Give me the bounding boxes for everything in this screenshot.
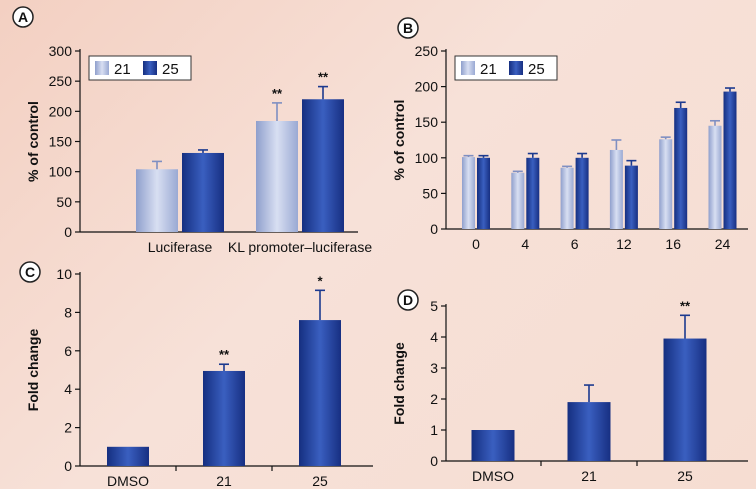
y-tick-label: 2 — [430, 391, 438, 407]
bar — [708, 125, 722, 229]
bar — [674, 107, 688, 229]
x-tick-label: 21 — [581, 468, 597, 484]
y-tick-label: 250 — [49, 73, 73, 89]
y-tick-label: 6 — [64, 343, 72, 359]
y-axis-label: % of control — [25, 101, 41, 182]
y-tick-label: 0 — [64, 224, 72, 240]
y-tick-label: 3 — [430, 360, 438, 376]
x-tick-label: 25 — [677, 468, 693, 484]
x-tick-label: 6 — [571, 236, 579, 252]
bar — [663, 338, 707, 461]
bar — [560, 167, 574, 229]
y-tick-label: 200 — [49, 103, 73, 119]
x-tick-label: DMSO — [472, 468, 514, 484]
significance-mark: ** — [219, 347, 230, 362]
y-tick-label: 100 — [49, 164, 73, 180]
y-tick-label: 0 — [430, 221, 438, 237]
bar — [659, 139, 673, 229]
bar — [609, 149, 623, 229]
bar — [203, 370, 245, 466]
y-tick-label: 1 — [430, 422, 438, 438]
y-tick-label: 0 — [430, 453, 438, 469]
x-tick-label: 4 — [521, 236, 529, 252]
y-axis-label: Fold change — [25, 329, 41, 412]
panel-badge-circle — [397, 289, 419, 311]
bar — [567, 402, 611, 461]
y-tick-label: 150 — [49, 134, 73, 150]
x-tick-label: Luciferase — [148, 239, 213, 255]
y-tick-label: 300 — [49, 43, 73, 59]
bar — [624, 165, 638, 229]
panel-badge-circle — [397, 17, 419, 39]
panel-badge-circle — [12, 6, 34, 28]
y-tick-label: 100 — [415, 150, 439, 166]
y-tick-label: 250 — [415, 43, 439, 59]
y-tick-label: 50 — [56, 194, 72, 210]
significance-mark: ** — [272, 86, 283, 101]
x-tick-label: 21 — [216, 473, 232, 489]
y-tick-label: 200 — [415, 79, 439, 95]
x-tick-label: KL promoter–luciferase — [228, 239, 372, 255]
panel-c-chart: C 0 2 4 6 8 10 Fold change DMSO 21 ** 25 * — [19, 261, 373, 489]
bar — [462, 157, 475, 229]
legend-swatch — [461, 61, 475, 75]
bar — [299, 320, 341, 466]
x-tick-label: DMSO — [107, 473, 149, 489]
legend-label: 21 — [480, 61, 497, 78]
x-tick-label: 12 — [616, 236, 632, 252]
panel-d-chart: D 0 1 2 3 4 5 Fold change DMSO 21 25 ** — [391, 289, 748, 484]
bar — [723, 91, 737, 229]
significance-mark: * — [317, 273, 323, 288]
bar — [107, 446, 149, 466]
bar — [575, 157, 589, 229]
bar — [182, 152, 224, 232]
legend-label: 25 — [162, 61, 179, 78]
bar — [526, 157, 540, 229]
y-axis-label: % of control — [391, 100, 407, 181]
legend-label: 25 — [528, 61, 545, 78]
x-tick-label: 24 — [715, 236, 731, 252]
legend-label: 21 — [114, 61, 131, 78]
panel-label: C — [25, 264, 35, 280]
y-tick-label: 150 — [415, 114, 439, 130]
y-tick-label: 0 — [64, 458, 72, 474]
y-tick-label: 4 — [64, 381, 72, 397]
bar — [471, 430, 515, 461]
y-tick-label: 50 — [422, 185, 438, 201]
panel-badge-circle — [19, 261, 41, 283]
legend-swatch — [95, 61, 109, 75]
panel-label: D — [403, 292, 413, 308]
significance-mark: ** — [680, 298, 691, 313]
y-tick-label: 10 — [56, 266, 72, 282]
panel-label: A — [18, 9, 28, 25]
legend-swatch — [509, 61, 523, 75]
y-tick-label: 8 — [64, 304, 72, 320]
bar — [256, 120, 298, 232]
panel-label: B — [403, 20, 413, 36]
legend-swatch — [143, 61, 157, 75]
bar — [477, 157, 490, 229]
significance-mark: ** — [318, 70, 329, 85]
x-tick-label: 25 — [312, 473, 328, 489]
bar — [136, 169, 178, 232]
x-tick-label: 0 — [472, 236, 480, 252]
x-tick-label: 16 — [665, 236, 681, 252]
bar — [511, 172, 525, 229]
y-axis-label: Fold change — [391, 342, 407, 425]
y-tick-label: 5 — [430, 298, 438, 314]
panel-a-chart: A 0 50 100 150 200 250 300 % of control Luciferas… — [12, 6, 372, 255]
y-tick-label: 2 — [64, 420, 72, 436]
bar — [302, 99, 344, 233]
y-tick-label: 4 — [430, 329, 438, 345]
